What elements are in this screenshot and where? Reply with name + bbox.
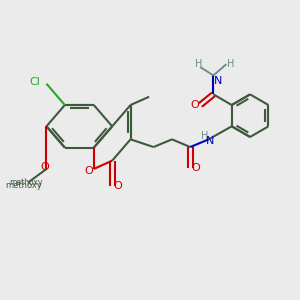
Text: methoxy: methoxy [5,181,42,190]
Text: H: H [201,131,209,141]
Text: methoxy: methoxy [9,178,42,187]
Text: O: O [84,166,93,176]
Text: O: O [40,163,50,172]
Text: O: O [191,100,200,110]
Text: N: N [213,76,222,86]
Text: N: N [206,136,214,146]
Text: H: H [227,59,234,69]
Text: O: O [191,163,200,173]
Text: H: H [195,58,203,69]
Text: O: O [113,181,122,190]
Text: Cl: Cl [30,77,40,87]
